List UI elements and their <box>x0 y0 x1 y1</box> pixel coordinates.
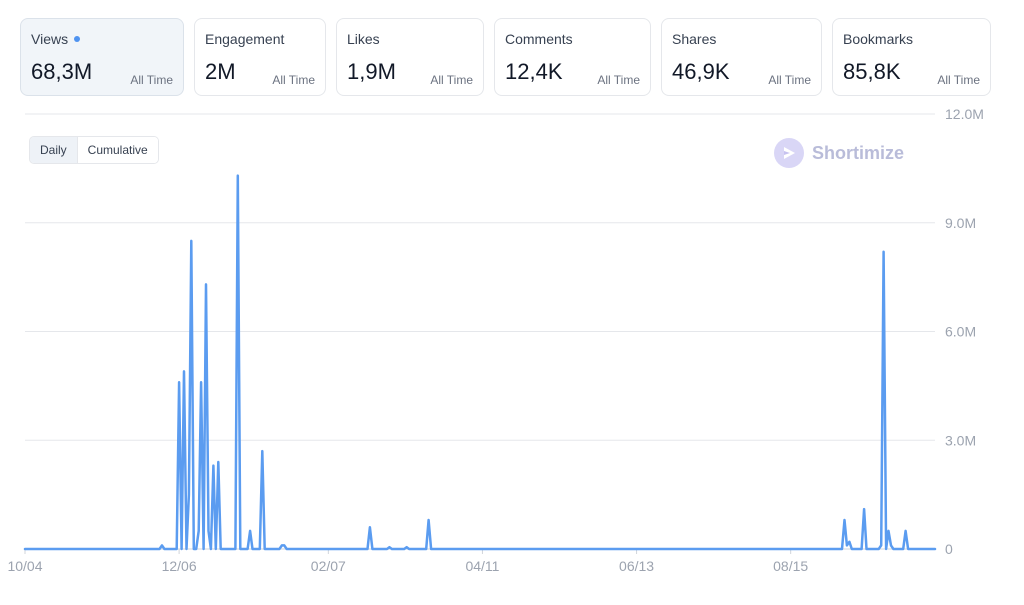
y-tick-label: 6.0M <box>945 324 976 340</box>
x-tick-label: 06/13 <box>619 558 654 574</box>
x-tick-label: 02/07 <box>311 558 346 574</box>
stat-card-shares[interactable]: Shares 46,9K All Time <box>661 18 822 96</box>
stat-card-bookmarks[interactable]: Bookmarks 85,8K All Time <box>832 18 991 96</box>
stat-title: Bookmarks <box>843 31 914 47</box>
stat-title: Engagement <box>205 31 285 47</box>
stat-title: Views <box>31 31 69 47</box>
stat-title: Comments <box>505 31 573 47</box>
shortimize-watermark: Shortimize <box>774 138 904 168</box>
view-mode-toggle: Daily Cumulative <box>29 136 159 164</box>
y-tick-label: 12.0M <box>945 106 984 122</box>
stat-label-likes: Likes <box>347 31 380 47</box>
active-dot-icon <box>74 36 81 42</box>
stat-label-shares: Shares <box>672 31 716 47</box>
daily-toggle-button[interactable]: Daily <box>30 137 78 163</box>
stat-label-bookmarks: Bookmarks <box>843 31 913 47</box>
y-tick-label: 3.0M <box>945 432 976 448</box>
stat-value: 68,3M <box>31 59 93 84</box>
stat-label-views: Views <box>31 31 81 47</box>
shortimize-logo-icon <box>774 138 804 168</box>
stat-scope: All Time <box>937 73 980 87</box>
watermark-text: Shortimize <box>812 142 905 163</box>
stat-card-likes[interactable]: Likes 1,9M All Time <box>336 18 484 96</box>
stat-scope: All Time <box>272 73 315 87</box>
y-tick-label: 9.0M <box>945 215 976 231</box>
views-series-line <box>23 174 937 551</box>
stat-value: 1,9M <box>347 59 396 84</box>
stat-title: Likes <box>347 31 380 47</box>
stats-row: Views 68,3M All Time Engagement 2M All T… <box>20 18 991 96</box>
stat-label-engagement: Engagement <box>205 31 284 47</box>
x-tick-label: 10/04 <box>7 558 42 574</box>
stat-scope: All Time <box>430 73 473 87</box>
stat-value: 46,9K <box>672 59 730 84</box>
cumulative-toggle-button[interactable]: Cumulative <box>77 137 158 163</box>
stat-label-comments: Comments <box>505 31 573 47</box>
x-tick-label: 08/15 <box>773 558 808 574</box>
stat-value: 12,4K <box>505 59 563 84</box>
stat-card-comments[interactable]: Comments 12,4K All Time <box>494 18 651 96</box>
x-tick-label: 12/06 <box>162 558 197 574</box>
stat-card-engagement[interactable]: Engagement 2M All Time <box>194 18 326 96</box>
stat-value: 2M <box>205 59 236 84</box>
stat-card-views[interactable]: Views 68,3M All Time <box>20 18 184 96</box>
y-tick-label: 0 <box>945 541 953 557</box>
x-tick-label: 04/11 <box>465 558 499 574</box>
stat-scope: All Time <box>130 73 173 87</box>
stat-title: Shares <box>672 31 717 47</box>
stat-scope: All Time <box>768 73 811 87</box>
stat-value: 85,8K <box>843 59 901 84</box>
stat-scope: All Time <box>597 73 640 87</box>
